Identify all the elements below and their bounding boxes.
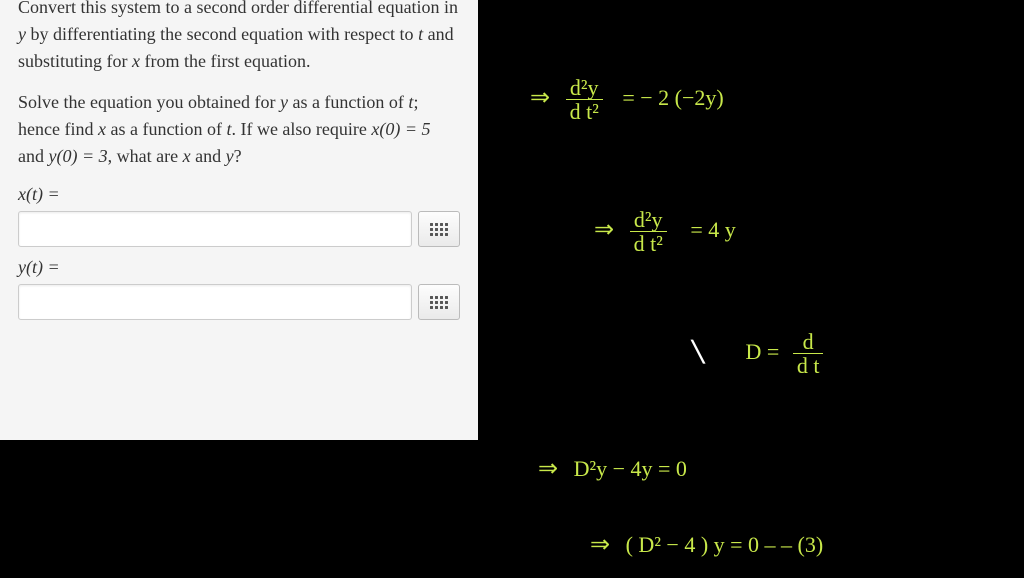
var-y: y [18, 24, 26, 44]
text: ? [234, 146, 242, 166]
problem-paragraph-1: Convert this system to a second order di… [18, 0, 460, 75]
frac-den: d t² [630, 232, 667, 255]
equation: = − 2 (−2y) [622, 85, 723, 110]
var-x: x [98, 119, 106, 139]
problem-text: Convert this system to a second order di… [18, 0, 460, 170]
x-input[interactable] [18, 211, 412, 247]
keypad-button-x[interactable] [418, 211, 460, 247]
arrow-icon: ⇒ [530, 85, 550, 111]
cursor-icon: ╲ [692, 342, 704, 364]
d-operator: D = [746, 339, 780, 364]
cond-y0: y(0) = 3 [49, 146, 108, 166]
hw-line-5: ⇒ ( D² − 4 ) y = 0 – – (3) [590, 530, 823, 559]
hw-line-3: ╲ D = d d t [692, 330, 823, 377]
keypad-icon [430, 296, 448, 309]
text: . If we also require [231, 119, 371, 139]
equation: ( D² − 4 ) y = 0 – – (3) [626, 532, 824, 557]
input-row-y [18, 284, 460, 320]
text: from the first equation. [140, 51, 310, 71]
equation: D²y − 4y = 0 [574, 456, 687, 481]
handwriting-area: ⇒ d²y d t² = − 2 (−2y) ⇒ d²y d t² = 4 y … [478, 0, 1024, 578]
arrow-icon: ⇒ [538, 456, 558, 482]
fraction: d²y d t² [630, 208, 667, 255]
x-label: x(t) = [18, 184, 460, 205]
text: , what are [108, 146, 183, 166]
keypad-button-y[interactable] [418, 284, 460, 320]
frac-num: d²y [630, 208, 667, 232]
frac-num: d²y [566, 76, 603, 100]
problem-paragraph-2: Solve the equation you obtained for y as… [18, 89, 460, 170]
fraction: d d t [793, 330, 824, 377]
text: Convert this system to a second order di… [18, 0, 458, 17]
fraction: d²y d t² [566, 76, 603, 123]
text: and [191, 146, 226, 166]
frac-num: d [793, 330, 824, 354]
problem-panel: Convert this system to a second order di… [0, 0, 478, 440]
var-x: x [183, 146, 191, 166]
keypad-icon [430, 223, 448, 236]
y-input[interactable] [18, 284, 412, 320]
var-y: y [226, 146, 234, 166]
input-group-x: x(t) = [18, 184, 460, 247]
text: as a function of [106, 119, 226, 139]
y-label: y(t) = [18, 257, 460, 278]
text: Solve the equation you obtained for [18, 92, 280, 112]
arrow-icon: ⇒ [594, 217, 614, 243]
input-row-x [18, 211, 460, 247]
frac-den: d t [793, 354, 824, 377]
hw-line-2: ⇒ d²y d t² = 4 y [594, 208, 736, 255]
cond-x0: x(0) = 5 [371, 119, 430, 139]
hw-line-1: ⇒ d²y d t² = − 2 (−2y) [530, 76, 724, 123]
hw-line-4: ⇒ D²y − 4y = 0 [538, 454, 687, 483]
text: and [18, 146, 49, 166]
equation: = 4 y [690, 217, 735, 242]
arrow-icon: ⇒ [590, 532, 610, 558]
input-group-y: y(t) = [18, 257, 460, 320]
frac-den: d t² [566, 100, 603, 123]
var-x: x [132, 51, 140, 71]
text: as a function of [288, 92, 408, 112]
var-y: y [280, 92, 288, 112]
text: by differentiating the second equation w… [26, 24, 418, 44]
